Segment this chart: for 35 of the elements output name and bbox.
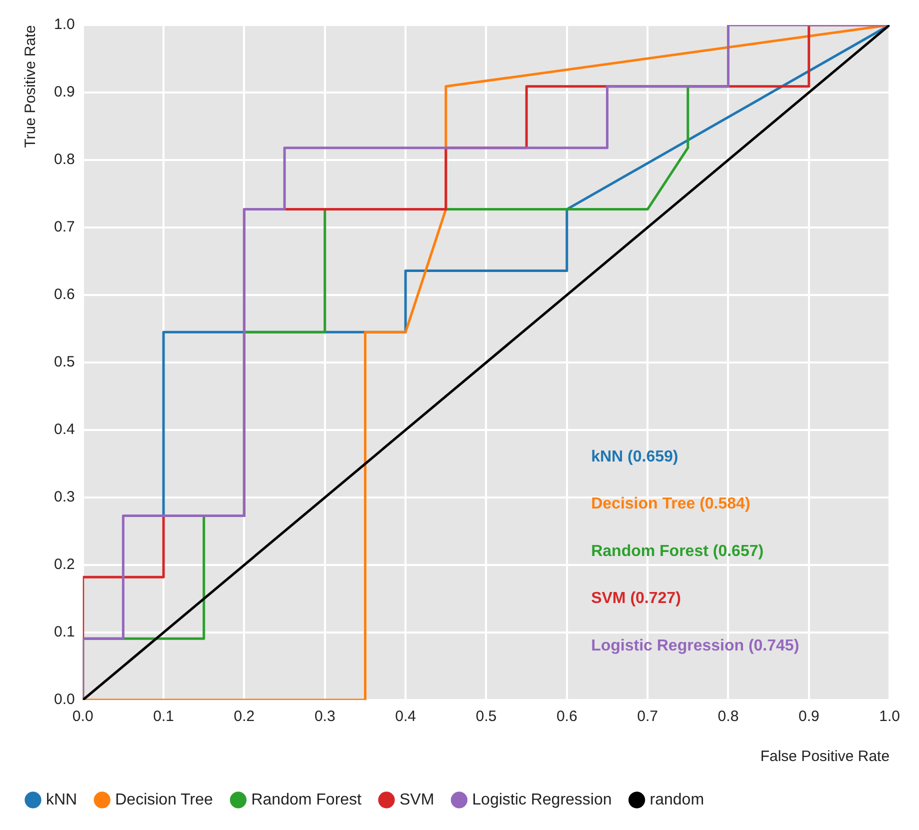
y-tick-label: 0.1: [54, 624, 75, 641]
x-tick-label: 0.0: [72, 708, 94, 726]
legend-label: SVM: [399, 791, 434, 808]
y-tick-label: 0.8: [54, 151, 75, 168]
x-tick-label: 0.4: [395, 708, 416, 726]
annotation: kNN (0.659): [591, 448, 678, 466]
y-tick-label: 0.5: [54, 354, 75, 371]
annotation: SVM (0.727): [591, 590, 681, 608]
y-tick-label: 0.6: [54, 286, 75, 304]
legend-label: Logistic Regression: [472, 791, 612, 808]
legend-label: random: [650, 791, 704, 808]
x-tick-label: 0.8: [718, 708, 739, 726]
legend-label: Decision Tree: [115, 791, 214, 808]
annotation: Random Forest (0.657): [591, 542, 764, 560]
annotation: Decision Tree (0.584): [591, 496, 750, 513]
annotation: Logistic Regression (0.745): [591, 637, 800, 654]
x-tick-label: 0.2: [234, 708, 255, 726]
y-tick-label: 0.9: [54, 84, 75, 101]
x-tick-label: 0.9: [798, 708, 820, 726]
x-tick-label: 0.1: [153, 708, 174, 726]
x-tick-label: 0.3: [314, 708, 336, 726]
y-tick-label: 0.0: [54, 691, 75, 708]
y-tick-label: 0.7: [54, 218, 75, 236]
x-tick-label: 1.0: [879, 708, 900, 726]
legend-label: kNN: [46, 791, 78, 808]
y-tick-label: 1.0: [54, 16, 75, 34]
x-tick-label: 0.5: [476, 708, 497, 726]
y-tick-label: 0.2: [54, 556, 75, 574]
y-axis-title: True Positive Rate: [22, 25, 40, 148]
y-tick-label: 0.4: [54, 421, 75, 438]
x-tick-label: 0.6: [556, 708, 578, 726]
x-axis-title: False Positive Rate: [760, 748, 890, 766]
x-tick-label: 0.7: [637, 708, 658, 726]
y-tick-label: 0.3: [54, 488, 75, 506]
legend-label: Random Forest: [251, 791, 362, 808]
